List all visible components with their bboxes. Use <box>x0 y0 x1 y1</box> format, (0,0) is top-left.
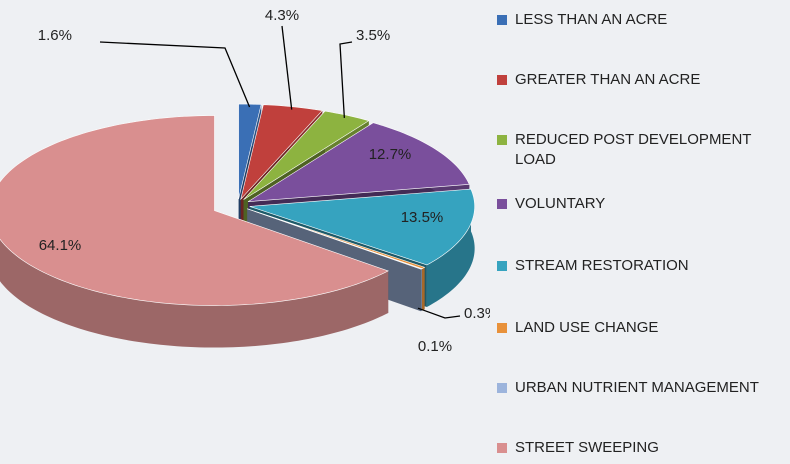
data-label: 0.1% <box>418 338 452 355</box>
legend-swatch <box>497 75 507 85</box>
slice-side <box>420 268 422 312</box>
legend-item: URBAN NUTRIENT MANAGEMENT <box>497 378 787 398</box>
legend-swatch <box>497 15 507 25</box>
slice <box>243 110 370 200</box>
slice <box>247 122 470 203</box>
legend-item: GREATER THAN AN ACRE <box>497 70 787 90</box>
legend-label: URBAN NUTRIENT MANAGEMENT <box>515 379 759 396</box>
slice-side <box>426 189 475 307</box>
legend-label: LAND USE CHANGE <box>515 319 659 336</box>
data-label: 12.7% <box>369 146 412 163</box>
data-label: 1.6% <box>38 27 72 44</box>
slice <box>240 104 323 201</box>
data-label: 13.5% <box>401 209 444 226</box>
legend-swatch <box>497 323 507 333</box>
legend-label: STREET SWEEPING <box>515 439 659 456</box>
slice <box>247 208 423 270</box>
data-label: 4.3% <box>265 7 299 24</box>
legend-swatch <box>497 135 507 145</box>
leader-line <box>417 307 461 319</box>
data-label: 3.5% <box>356 27 390 44</box>
legend-item: STREAM RESTORATION <box>497 256 787 276</box>
slice <box>249 188 475 266</box>
legend-swatch <box>497 199 507 209</box>
legend-swatch <box>497 383 507 393</box>
data-label: 64.1% <box>39 237 82 254</box>
data-label: 0.3% <box>464 305 490 322</box>
legend-label: GREATER THAN AN ACRE <box>515 71 701 88</box>
slice <box>0 115 389 306</box>
pie-area: 1.6% 4.3% 3.5% 12.7% 13.5% 0.3% 0.1% 64.1% <box>0 7 490 355</box>
legend-item: STREET SWEEPING <box>497 438 787 458</box>
legend-item: LAND USE CHANGE <box>497 318 787 338</box>
slice <box>238 103 262 200</box>
legend-item: LESS THAN AN ACRE <box>497 10 787 30</box>
legend-label: VOLUNTARY <box>515 195 606 212</box>
legend-item: VOLUNTARY <box>497 194 787 214</box>
legend-label: REDUCED POST DEVELOPMENT LOAD <box>515 131 752 168</box>
legend-swatch <box>497 443 507 453</box>
leader-line <box>339 41 353 118</box>
legend-label: STREAM RESTORATION <box>515 257 689 274</box>
legend-label: LESS THAN AN ACRE <box>515 11 668 28</box>
slice-side <box>0 115 389 348</box>
leader-line <box>99 41 251 108</box>
legend-swatch <box>497 261 507 271</box>
leader-line <box>281 25 293 110</box>
legend-item: REDUCED POST DEVELOPMENT LOAD <box>497 130 787 170</box>
slice-side <box>421 267 425 311</box>
